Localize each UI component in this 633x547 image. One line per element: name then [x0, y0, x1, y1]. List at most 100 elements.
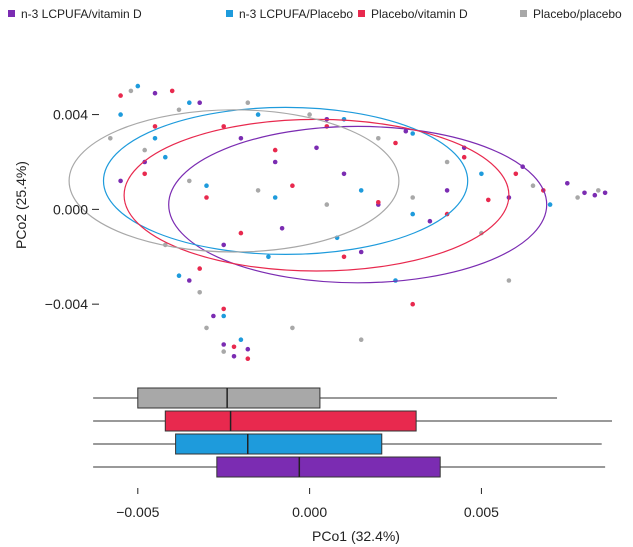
data-point [108, 136, 113, 141]
x-tick-label: −0.005 [116, 504, 159, 520]
legend-label: Placebo/vitamin D [371, 7, 468, 21]
data-point [393, 140, 398, 146]
data-point [341, 117, 347, 122]
data-point [279, 226, 285, 231]
data-point [142, 147, 147, 153]
data-point [513, 171, 519, 177]
data-point [272, 195, 278, 200]
box [175, 433, 383, 455]
y-tick-label: 0.000 [53, 201, 88, 217]
confidence-ellipse [68, 109, 400, 253]
data-point [118, 93, 123, 98]
data-point [187, 278, 192, 283]
data-point [486, 197, 491, 203]
data-point [176, 107, 182, 113]
data-point [197, 290, 202, 295]
data-point [255, 188, 261, 193]
data-point [410, 195, 416, 200]
data-point [238, 337, 244, 343]
data-point [358, 188, 364, 193]
data-point [118, 178, 123, 184]
data-point [204, 325, 209, 331]
data-point [231, 354, 237, 359]
data-point [231, 344, 237, 350]
data-point [169, 88, 175, 94]
data-point [197, 266, 202, 271]
legend-item: Placebo/placebo [520, 7, 622, 21]
data-point [221, 313, 226, 319]
data-point [410, 211, 416, 217]
data-point [506, 278, 512, 283]
y-tick-label: −0.004 [45, 296, 88, 312]
data-point [238, 230, 244, 236]
data-point [547, 202, 553, 207]
box [216, 456, 441, 478]
legend-swatch [358, 10, 365, 17]
x-axis-label: PCo1 (32.4%) [312, 528, 400, 544]
boxplot [93, 410, 612, 432]
y-axis: −0.004 0.000 0.004 [45, 107, 99, 312]
data-point [152, 90, 158, 96]
data-point [163, 154, 168, 160]
legend-label: n-3 LCPUFA/Placebo [239, 7, 353, 21]
y-axis-label: PCo2 (25.4%) [13, 161, 29, 249]
boxplot [93, 387, 558, 409]
series-points [118, 83, 553, 343]
data-point [204, 183, 209, 188]
legend-item: n-3 LCPUFA/Placebo [226, 7, 353, 21]
data-point [245, 100, 251, 105]
data-point [238, 136, 244, 141]
legend-swatch [226, 10, 233, 17]
data-point [358, 249, 364, 255]
data-point [118, 112, 123, 117]
legend-label: Placebo/placebo [533, 7, 622, 21]
y-tick-label: 0.004 [53, 107, 88, 123]
series-points [108, 88, 601, 354]
data-point [307, 112, 312, 117]
data-point [245, 346, 251, 352]
data-point [592, 192, 598, 198]
data-point [152, 136, 158, 141]
boxplot [93, 433, 602, 455]
data-point [575, 195, 580, 200]
legend-item: n-3 LCPUFA/vitamin D [8, 7, 142, 21]
boxplot-area [93, 387, 612, 478]
x-tick-label: 0.000 [292, 504, 327, 520]
data-point [221, 242, 226, 248]
data-point [376, 200, 381, 205]
data-point [245, 356, 251, 362]
legend: n-3 LCPUFA/vitamin D n-3 LCPUFA/Placebo Pl… [8, 7, 622, 21]
data-point [221, 349, 226, 354]
data-point [403, 128, 409, 134]
data-point [410, 131, 416, 136]
x-tick-label: 0.005 [464, 504, 499, 520]
data-point [530, 183, 536, 188]
data-point [266, 254, 271, 260]
data-point [602, 190, 608, 196]
data-point [341, 171, 347, 177]
data-point [479, 171, 484, 177]
data-point [324, 202, 330, 207]
data-point [596, 188, 601, 193]
legend-swatch [8, 10, 15, 17]
data-point [427, 218, 433, 224]
data-point [479, 230, 484, 236]
data-point [221, 342, 226, 347]
data-point [142, 171, 147, 177]
data-point [358, 337, 364, 343]
legend-label: n-3 LCPUFA/vitamin D [21, 7, 142, 21]
data-point [461, 154, 467, 160]
data-point [314, 145, 319, 151]
x-axis: −0.005 0.000 0.005 [116, 488, 499, 520]
data-point [444, 159, 450, 165]
confidence-ellipse [102, 106, 469, 255]
boxplot [93, 456, 606, 478]
data-point [187, 100, 192, 105]
data-point [197, 100, 202, 105]
data-point [221, 124, 226, 129]
data-point [204, 195, 209, 200]
legend-item: Placebo/vitamin D [358, 7, 468, 21]
data-point [290, 325, 295, 331]
data-point [444, 188, 450, 193]
